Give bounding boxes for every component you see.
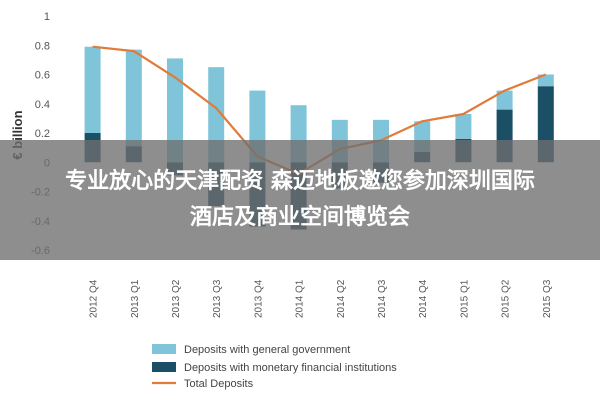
y-tick-label: 0.4 (35, 99, 50, 111)
x-tick-label: 2014 Q4 (418, 279, 429, 318)
x-tick-label: 2012 Q4 (89, 279, 100, 318)
x-tick-label: 2015 Q3 (542, 279, 553, 318)
x-tick-label: 2013 Q4 (253, 279, 264, 318)
x-tick-label: 2014 Q1 (295, 279, 306, 318)
y-tick-label: 0.8 (35, 40, 50, 52)
x-tick-label: 2013 Q1 (130, 279, 141, 318)
legend-label: Deposits with general government (184, 344, 350, 356)
x-tick-label: 2014 Q2 (336, 279, 347, 318)
x-tick-label: 2013 Q3 (212, 279, 223, 318)
legend-swatch-mfi (152, 362, 176, 372)
legend-swatch-government (152, 344, 176, 354)
overlay-text-line-2: 酒店及商业空间博览会 (189, 205, 410, 230)
overlay-banner: 专业放心的天津配资 森迈地板邀您参加深圳国际 酒店及商业空间博览会 (0, 140, 600, 260)
x-tick-label: 2015 Q1 (459, 279, 470, 318)
x-tick-label: 2014 Q3 (377, 279, 388, 318)
bar-government-12 (537, 74, 554, 87)
x-tick-label: 2013 Q2 (171, 279, 182, 318)
y-tick-label: 0.6 (35, 70, 50, 82)
bar-government-1 (84, 46, 101, 133)
x-tick-label: 2015 Q2 (501, 279, 512, 318)
y-tick-label: 0.2 (35, 128, 50, 140)
bar-government-11 (496, 90, 513, 110)
bar-government-3 (167, 58, 183, 163)
overlay-text-line-1: 专业放心的天津配资 森迈地板邀您参加深圳国际 (65, 169, 535, 194)
legend-label: Total Deposits (184, 378, 254, 390)
bar-government-2 (125, 49, 142, 147)
bar-government-10 (455, 113, 472, 139)
bar-government-4 (208, 67, 225, 163)
legend-label: Deposits with monetary financial institu… (184, 362, 397, 374)
y-tick-label: 1 (44, 11, 50, 23)
